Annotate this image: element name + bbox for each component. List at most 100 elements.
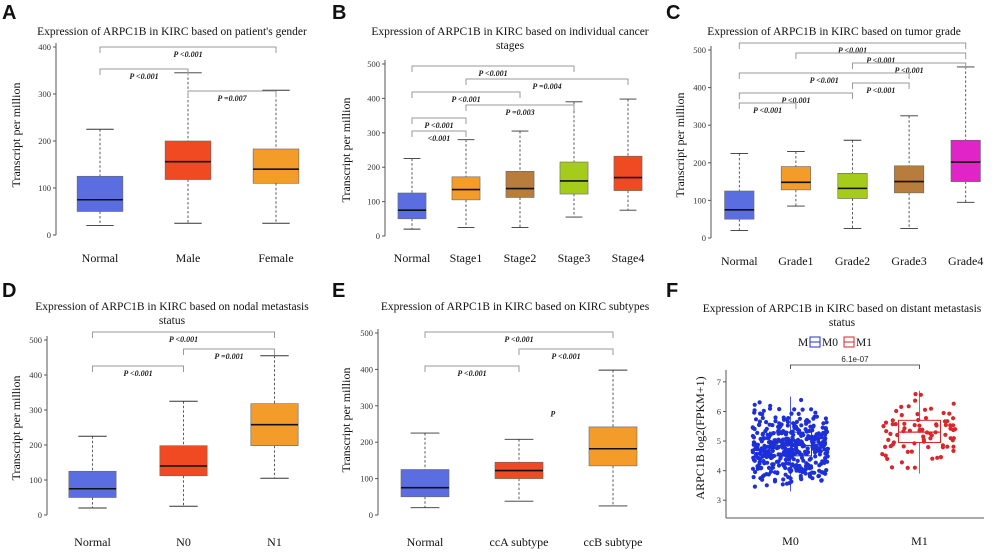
- y-tick-label: 0: [38, 510, 42, 520]
- data-point: [750, 450, 755, 455]
- data-point: [810, 435, 815, 441]
- data-point: [912, 423, 917, 428]
- data-point: [951, 444, 956, 449]
- data-point: [752, 408, 757, 413]
- data-point: [768, 440, 773, 445]
- panel-b-title: Expression of ARPC1B in KIRC based on in…: [371, 26, 648, 52]
- data-point: [805, 463, 810, 468]
- category-label: N1: [267, 535, 282, 549]
- panel-c-label: C: [666, 2, 680, 24]
- data-point: [759, 465, 764, 470]
- data-point: [810, 439, 815, 445]
- data-point: [789, 430, 794, 435]
- data-point: [907, 428, 912, 433]
- panel-a: A Expression of ARPC1B in KIRC based on …: [2, 2, 307, 265]
- data-point: [753, 469, 758, 475]
- data-point: [750, 466, 756, 471]
- data-point: [951, 448, 956, 453]
- data-point: [760, 474, 765, 479]
- data-point: [799, 423, 804, 428]
- data-point: [917, 423, 922, 428]
- panel-f-title-line: status: [829, 317, 856, 329]
- y-tick-label: 500: [693, 45, 706, 55]
- data-point: [751, 475, 756, 480]
- data-point: [755, 455, 760, 460]
- p-value-label: P <0.001: [895, 66, 924, 75]
- box-stage4: [613, 155, 643, 191]
- panel-e-ylabel: Transcript per million: [339, 368, 353, 473]
- p-value-label: P <0.001: [123, 369, 152, 378]
- significance-bracket: [518, 348, 614, 355]
- data-point: [776, 445, 781, 450]
- data-point: [781, 463, 786, 468]
- panel-b-ylabel: Transcript per million: [339, 98, 353, 203]
- data-point: [760, 454, 765, 459]
- data-point: [768, 403, 773, 408]
- category-label: Grade3: [891, 254, 926, 268]
- y-tick-label: 300: [38, 89, 51, 99]
- p-value-label: P <0.001: [838, 46, 867, 55]
- data-point: [772, 479, 778, 484]
- data-point: [796, 431, 802, 436]
- panel-a-title-line: Expression of ARPC1B in KIRC based on pa…: [37, 26, 307, 38]
- data-point: [800, 407, 805, 412]
- panel-f-label: F: [666, 280, 678, 302]
- category-label: M1: [911, 534, 928, 548]
- panel-a-label: A: [2, 2, 16, 24]
- data-point: [782, 430, 787, 435]
- panel-f-legend: M M0 M1: [798, 336, 872, 349]
- data-point: [750, 433, 755, 439]
- data-point: [810, 470, 815, 475]
- data-point: [776, 463, 782, 468]
- data-point: [813, 410, 818, 415]
- panel-d-label: D: [2, 280, 16, 302]
- data-point: [784, 481, 790, 486]
- data-point: [816, 436, 821, 441]
- data-point: [899, 413, 904, 418]
- data-point: [803, 427, 808, 432]
- panel-c-title-line: Expression of ARPC1B in KIRC based on tu…: [707, 26, 961, 38]
- data-point: [822, 438, 827, 443]
- data-point: [796, 439, 801, 444]
- y-tick-label: 400: [29, 370, 42, 380]
- box-stage1: [451, 176, 481, 201]
- data-point: [768, 432, 773, 437]
- data-point: [792, 452, 797, 457]
- data-point: [780, 482, 785, 487]
- data-point: [820, 425, 825, 430]
- data-point: [786, 461, 792, 466]
- data-point: [767, 422, 772, 427]
- data-point: [893, 422, 898, 427]
- data-point: [770, 448, 775, 453]
- panel-f-title: Expression of ARPC1B in KIRC based on di…: [703, 303, 982, 329]
- box-grade1: [780, 166, 811, 191]
- data-point: [755, 430, 760, 435]
- data-point: [789, 442, 794, 447]
- data-point: [773, 415, 778, 420]
- data-point: [756, 422, 762, 427]
- data-point: [880, 452, 885, 457]
- data-point: [773, 419, 778, 424]
- data-point: [947, 411, 952, 416]
- data-point: [883, 453, 888, 458]
- data-point: [781, 442, 786, 447]
- box-grade4: [950, 139, 981, 182]
- box-normal: [68, 470, 117, 498]
- box-stage2: [505, 171, 535, 198]
- significance-bracket: [738, 92, 853, 99]
- y-tick-label: 500: [29, 335, 42, 345]
- panel-e-title-line: Expression of ARPC1B in KIRC based on KI…: [381, 301, 650, 313]
- p-value-label: P <0.001: [781, 96, 810, 105]
- category-label: Normal: [407, 535, 444, 549]
- data-point: [948, 423, 953, 428]
- data-point: [757, 419, 762, 424]
- significance-bracket: [92, 365, 184, 372]
- box-female: [252, 148, 300, 184]
- box-normal: [76, 175, 124, 212]
- data-point: [943, 422, 948, 428]
- data-point: [801, 432, 806, 438]
- data-point: [812, 450, 818, 455]
- data-point: [918, 392, 923, 397]
- significance-bracket: [738, 72, 910, 79]
- box-grade3: [894, 165, 925, 194]
